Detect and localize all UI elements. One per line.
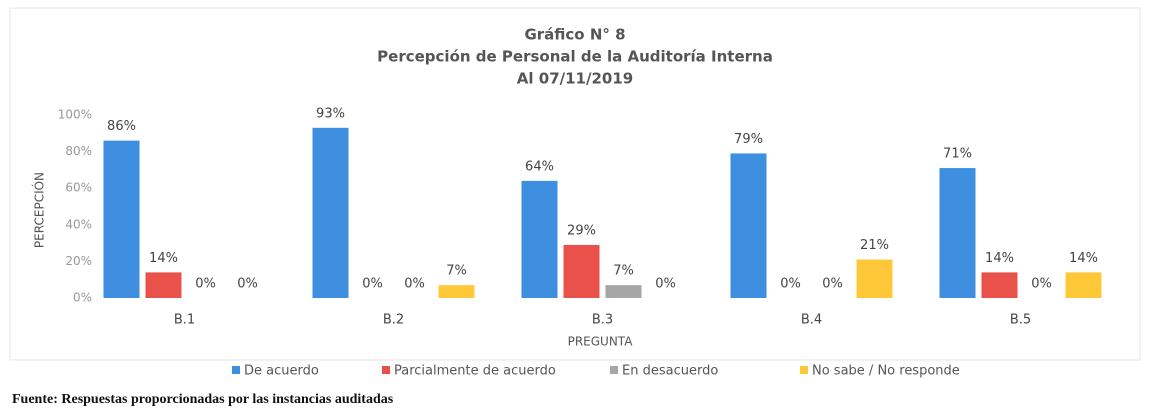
- x-tick-label: B.4: [801, 313, 822, 328]
- data-label: 21%: [860, 238, 889, 253]
- legend-label: De acuerdo: [244, 364, 319, 379]
- source-note: Fuente: Respuestas proporcionadas por la…: [12, 392, 394, 407]
- y-axis-label: PERCEPCIÓN: [32, 172, 47, 248]
- x-axis-label: PREGUNTA: [568, 335, 634, 349]
- legend-label: Parcialmente de acuerdo: [394, 364, 556, 379]
- data-label: 14%: [985, 251, 1014, 266]
- y-tick-label: 80%: [65, 144, 92, 158]
- data-label: 0%: [404, 277, 425, 292]
- legend-label: En desacuerdo: [622, 364, 718, 379]
- data-label: 0%: [655, 277, 676, 292]
- data-label: 64%: [525, 159, 554, 174]
- data-label: 14%: [1069, 251, 1098, 266]
- y-tick-label: 40%: [65, 217, 92, 231]
- chart-title: Gráfico N° 8: [524, 26, 625, 44]
- bar: [856, 259, 893, 298]
- legend-swatch: [382, 366, 390, 374]
- bar: [939, 168, 976, 298]
- data-label: 79%: [734, 132, 763, 147]
- legend-swatch: [610, 366, 618, 374]
- data-label: 86%: [107, 119, 136, 134]
- data-label: 0%: [362, 277, 383, 292]
- data-label: 29%: [567, 223, 596, 238]
- bar: [145, 272, 182, 298]
- data-label: 71%: [943, 147, 972, 162]
- y-tick-label: 20%: [65, 254, 92, 268]
- x-tick-label: B.1: [174, 313, 195, 328]
- bar: [563, 244, 600, 298]
- y-tick-label: 100%: [58, 108, 92, 122]
- chart-title: Percepción de Personal de la Auditoría I…: [377, 48, 773, 66]
- chart-title: Al 07/11/2019: [517, 70, 633, 88]
- data-label: 0%: [195, 277, 216, 292]
- data-label: 93%: [316, 106, 345, 121]
- bar: [438, 285, 475, 298]
- legend-label: No sabe / No responde: [812, 364, 960, 379]
- data-label: 14%: [149, 251, 178, 266]
- bar: [730, 153, 767, 298]
- data-label: 7%: [446, 264, 467, 279]
- data-label: 0%: [780, 277, 801, 292]
- bar: [981, 272, 1018, 298]
- chart-frame: [9, 7, 1141, 361]
- y-tick-label: 0%: [73, 291, 92, 305]
- legend-swatch: [232, 366, 240, 374]
- bar: [605, 285, 642, 298]
- bar: [312, 127, 349, 298]
- bar: [103, 140, 140, 298]
- x-tick-label: B.3: [592, 313, 613, 328]
- x-tick-label: B.2: [383, 313, 404, 328]
- bar: [521, 180, 558, 298]
- data-label: 0%: [1031, 277, 1052, 292]
- y-tick-label: 60%: [65, 181, 92, 195]
- data-label: 0%: [822, 277, 843, 292]
- data-label: 7%: [613, 264, 634, 279]
- bar: [1065, 272, 1102, 298]
- legend-swatch: [800, 366, 808, 374]
- x-tick-label: B.5: [1010, 313, 1031, 328]
- data-label: 0%: [237, 277, 258, 292]
